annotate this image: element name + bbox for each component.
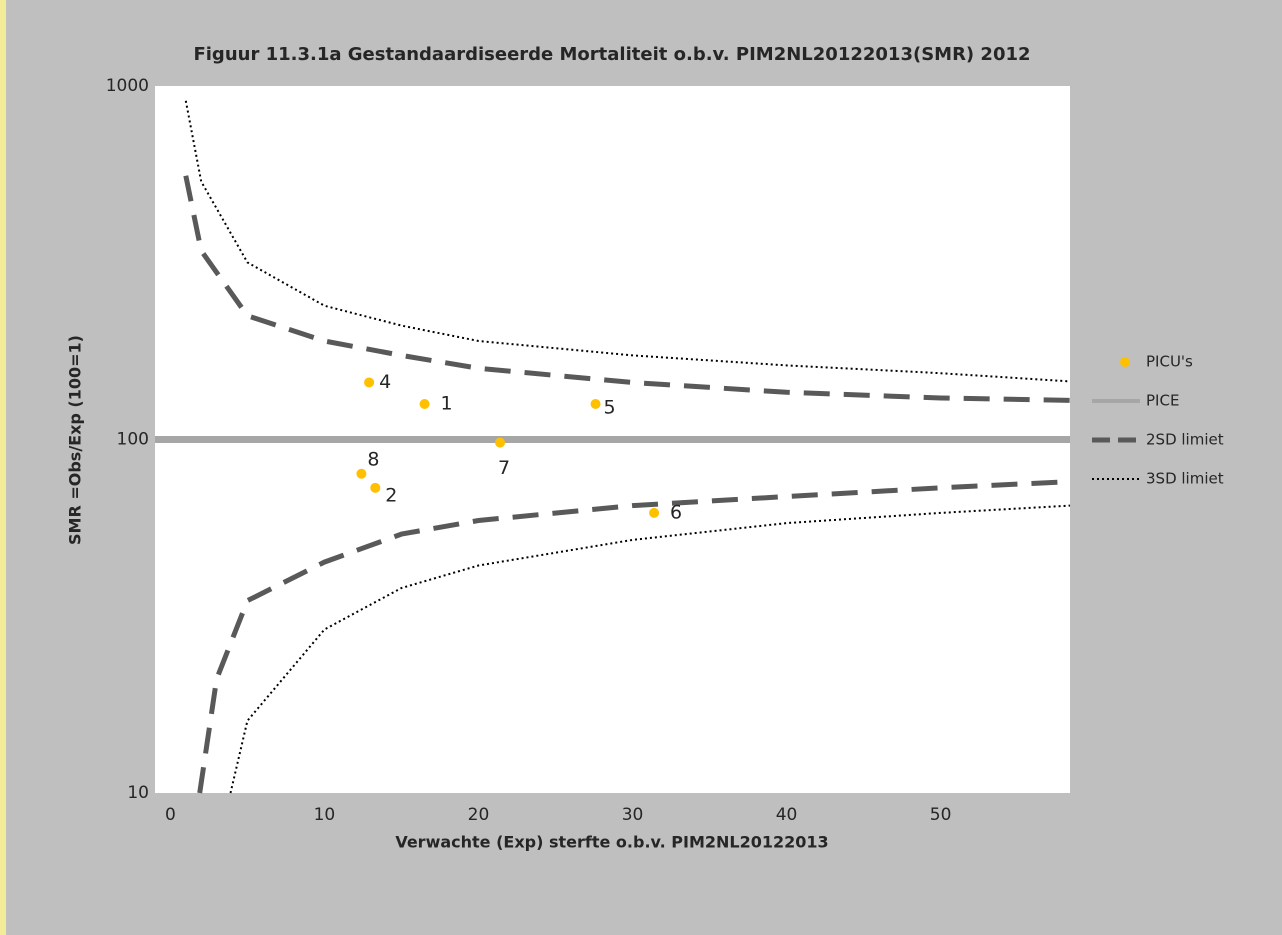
- x-tick-label: 20: [468, 805, 490, 825]
- x-tick-label: 30: [622, 805, 644, 825]
- point: [649, 507, 660, 518]
- legend-label: 2SD limiet: [1146, 431, 1224, 449]
- chart-title: Figuur 11.3.1a Gestandaardiseerde Mortal…: [193, 44, 1030, 65]
- legend-label: PICU's: [1146, 353, 1193, 371]
- x-tick-label: 50: [930, 805, 952, 825]
- legend-marker: [1120, 357, 1130, 367]
- point-label: 8: [367, 448, 379, 470]
- line-dotted: [229, 504, 1071, 794]
- x-tick-label: 0: [165, 805, 176, 825]
- edge-strip: [0, 0, 6, 935]
- legend-label: PICE: [1146, 392, 1179, 410]
- point: [370, 482, 381, 493]
- y-tick-label: 100: [117, 430, 149, 450]
- point: [356, 468, 367, 479]
- point: [495, 437, 506, 448]
- point-label: 4: [379, 371, 391, 393]
- x-tick-label: 40: [776, 805, 798, 825]
- point: [419, 399, 430, 410]
- point-label: 7: [498, 457, 510, 479]
- point-label: 2: [385, 484, 397, 506]
- point: [364, 377, 375, 388]
- point: [590, 399, 601, 410]
- y-axis-title: SMR =Obs/Exp (100=1): [66, 335, 85, 545]
- x-tick-label: 10: [314, 805, 336, 825]
- point-label: 6: [670, 501, 682, 523]
- point-label: 1: [441, 393, 453, 415]
- point-label: 5: [604, 397, 616, 419]
- y-tick-label: 1000: [106, 76, 149, 96]
- x-axis-title: Verwachte (Exp) sterfte o.b.v. PIM2NL201…: [395, 833, 828, 852]
- line-dashed: [183, 175, 1071, 403]
- line-dashed: [197, 479, 1071, 794]
- legend-label: 3SD limiet: [1146, 470, 1224, 488]
- y-tick-label: 10: [127, 783, 149, 803]
